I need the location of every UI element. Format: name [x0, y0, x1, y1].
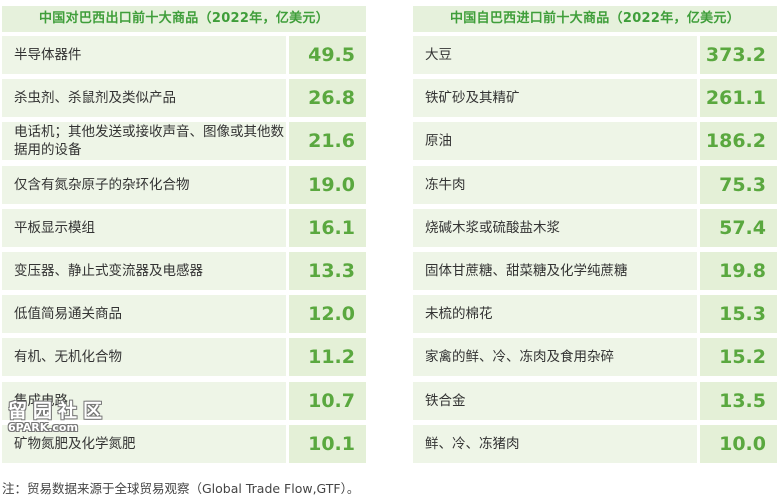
watermark-logo: 留园社区 6PARK.com	[8, 396, 108, 436]
row-label: 大豆	[413, 36, 697, 74]
table-row: 有机、无机化合物 11.2	[2, 338, 366, 377]
row-value: 19.0	[289, 165, 366, 204]
row-value: 10.0	[700, 424, 777, 463]
row-label: 未梳的棉花	[413, 295, 697, 334]
import-table: 中国自巴西进口前十大商品（2022年，亿美元） 大豆 373.2 铁矿砂及其精矿 26…	[413, 6, 777, 468]
row-value: 19.8	[700, 251, 777, 290]
row-label: 仅含有氮杂原子的杂环化合物	[2, 165, 286, 204]
export-table-title: 中国对巴西出口前十大商品（2022年，亿美元）	[2, 6, 366, 32]
table-row: 矿物氮肥及化学氮肥 10.1	[2, 424, 366, 463]
row-value: 49.5	[289, 36, 366, 74]
row-label: 家禽的鲜、冷、冻肉及食用杂碎	[413, 338, 697, 377]
row-value: 186.2	[700, 122, 777, 161]
source-note: 注：贸易数据来源于全球贸易观察（Global Trade Flow,GTF）。	[2, 481, 360, 496]
row-value: 15.2	[700, 338, 777, 377]
row-label: 低值简易通关商品	[2, 295, 286, 334]
row-value: 13.3	[289, 251, 366, 290]
row-label: 铁矿砂及其精矿	[413, 79, 697, 118]
row-value: 75.3	[700, 165, 777, 204]
row-label: 杀虫剂、杀鼠剂及类似产品	[2, 79, 286, 118]
table-row: 原油 186.2	[413, 122, 777, 161]
row-value: 26.8	[289, 79, 366, 118]
row-value: 57.4	[700, 208, 777, 247]
row-label: 有机、无机化合物	[2, 338, 286, 377]
table-row: 铁合金 13.5	[413, 381, 777, 420]
row-value: 11.2	[289, 338, 366, 377]
table-row: 固体甘蔗糖、甜菜糖及化学纯蔗糖 19.8	[413, 251, 777, 290]
row-label: 原油	[413, 122, 697, 161]
row-label: 固体甘蔗糖、甜菜糖及化学纯蔗糖	[413, 251, 697, 290]
table-row: 变压器、静止式变流器及电感器 13.3	[2, 251, 366, 290]
watermark-url: 6PARK.com	[8, 421, 78, 434]
table-row: 杀虫剂、杀鼠剂及类似产品 26.8	[2, 79, 366, 118]
table-row: 低值简易通关商品 12.0	[2, 295, 366, 334]
row-label: 电话机；其他发送或接收声音、图像或其他数据用的设备	[2, 122, 286, 161]
row-value: 373.2	[700, 36, 777, 74]
table-row: 集成电路 10.7	[2, 381, 366, 420]
row-label: 平板显示模组	[2, 208, 286, 247]
export-table: 中国对巴西出口前十大商品（2022年，亿美元） 半导体器件 49.5 杀虫剂、杀鼠剂…	[2, 6, 366, 468]
table-row: 未梳的棉花 15.3	[413, 295, 777, 334]
row-label: 矿物氮肥及化学氮肥	[2, 424, 286, 463]
import-table-title: 中国自巴西进口前十大商品（2022年，亿美元）	[413, 6, 777, 32]
row-label: 铁合金	[413, 381, 697, 420]
table-row: 电话机；其他发送或接收声音、图像或其他数据用的设备 21.6	[2, 122, 366, 161]
table-row: 鲜、冷、冻猪肉 10.0	[413, 424, 777, 463]
row-value: 15.3	[700, 295, 777, 334]
table-row: 大豆 373.2	[413, 36, 777, 74]
table-row: 平板显示模组 16.1	[2, 208, 366, 247]
row-label: 半导体器件	[2, 36, 286, 74]
table-row: 铁矿砂及其精矿 261.1	[413, 79, 777, 118]
row-label: 鲜、冷、冻猪肉	[413, 424, 697, 463]
watermark-text: 留园社区	[8, 400, 109, 422]
row-value: 10.7	[289, 381, 366, 420]
row-value: 261.1	[700, 79, 777, 118]
row-value: 13.5	[700, 381, 777, 420]
export-table-rows: 半导体器件 49.5 杀虫剂、杀鼠剂及类似产品 26.8 电话机；其他发送或接收声音、图…	[2, 36, 366, 463]
row-value: 12.0	[289, 295, 366, 334]
table-row: 家禽的鲜、冷、冻肉及食用杂碎 15.2	[413, 338, 777, 377]
row-label: 烧碱木浆或硫酸盐木浆	[413, 208, 697, 247]
row-label: 变压器、静止式变流器及电感器	[2, 251, 286, 290]
row-value: 16.1	[289, 208, 366, 247]
table-row: 仅含有氮杂原子的杂环化合物 19.0	[2, 165, 366, 204]
table-row: 半导体器件 49.5	[2, 36, 366, 74]
row-label: 集成电路	[2, 381, 286, 420]
import-table-rows: 大豆 373.2 铁矿砂及其精矿 261.1 原油 186.2 冻牛肉 75.3 烧碱木浆或硫酸…	[413, 36, 777, 463]
row-value: 10.1	[289, 424, 366, 463]
table-row: 烧碱木浆或硫酸盐木浆 57.4	[413, 208, 777, 247]
table-row: 冻牛肉 75.3	[413, 165, 777, 204]
row-value: 21.6	[289, 122, 366, 161]
row-label: 冻牛肉	[413, 165, 697, 204]
